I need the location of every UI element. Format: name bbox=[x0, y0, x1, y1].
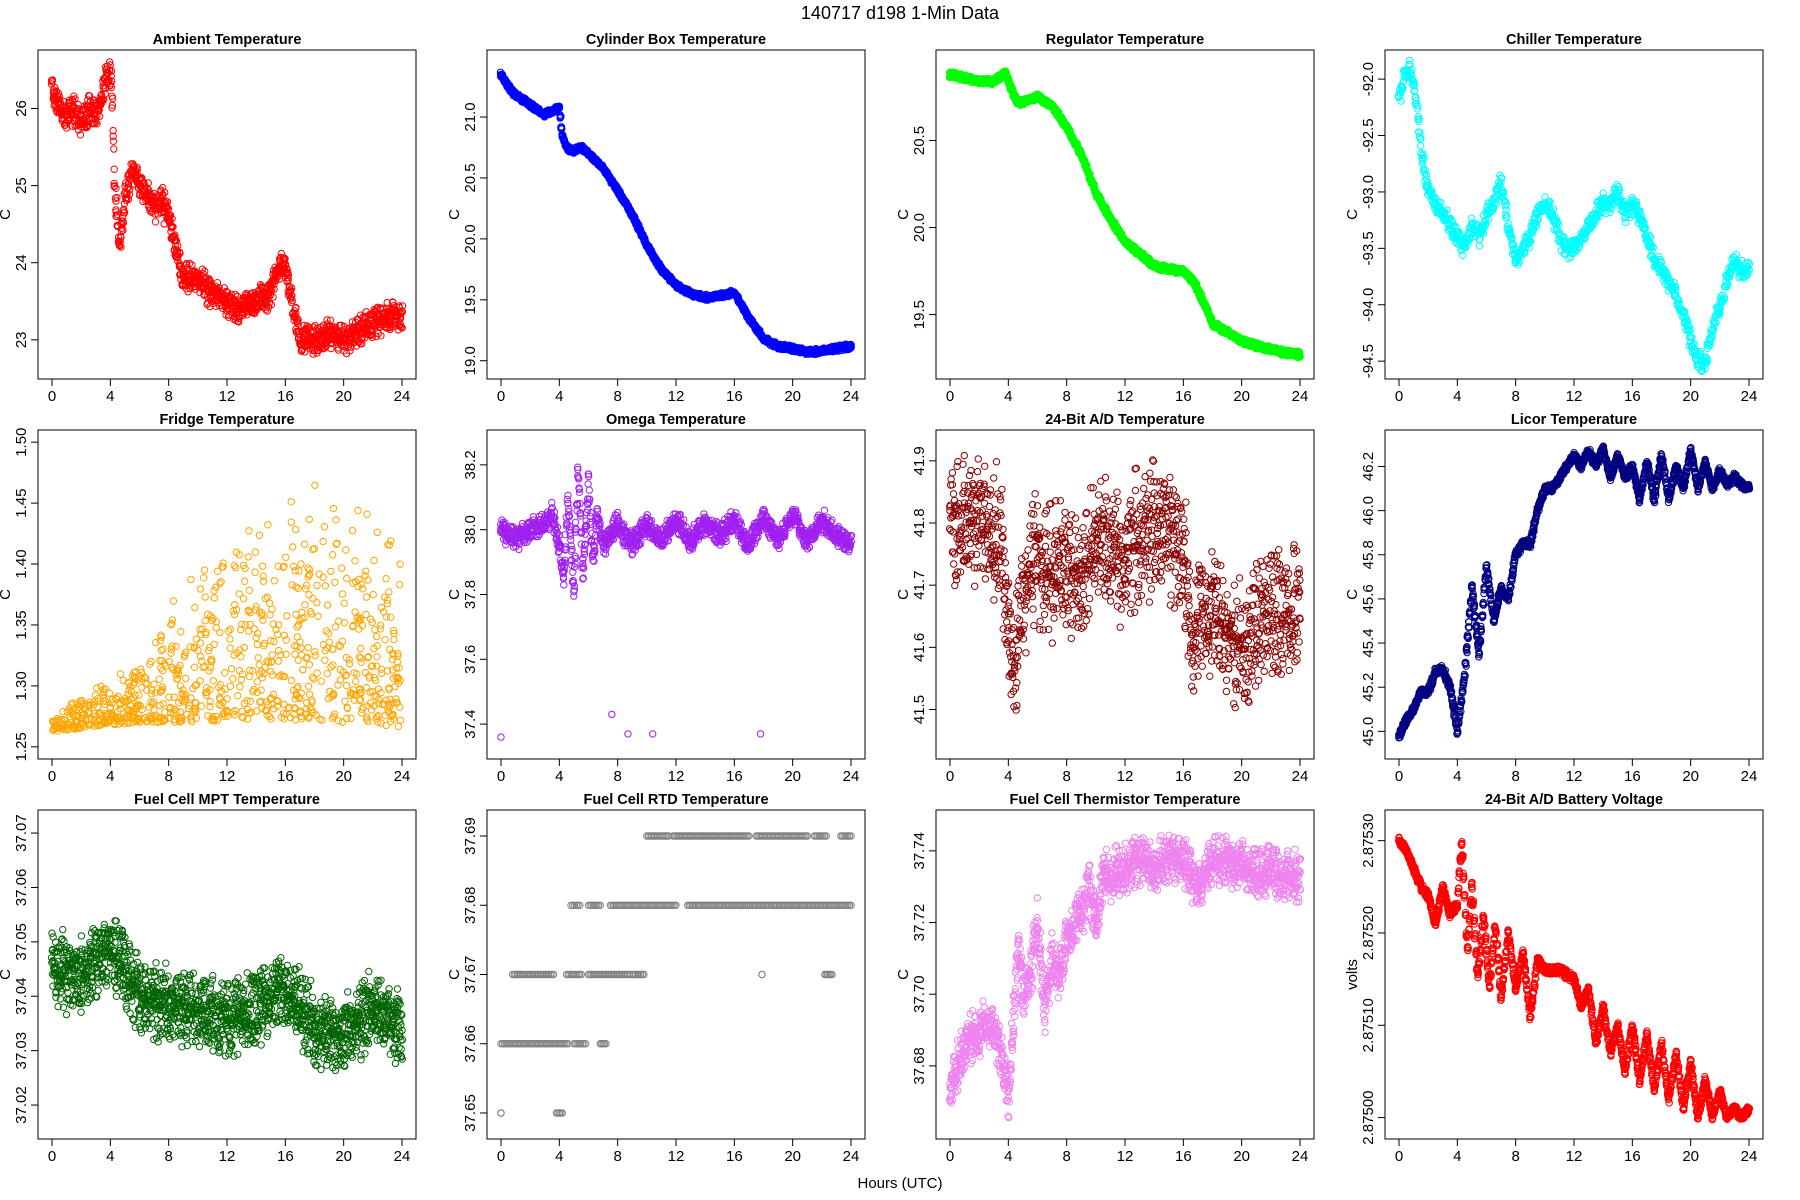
panel-1: Cylinder Box Temperature C 0 4 8 12 16 20 24 19.0… bbox=[446, 32, 866, 405]
data-point bbox=[117, 243, 125, 251]
y-tick-label: 26 bbox=[13, 100, 30, 117]
data-point bbox=[116, 242, 124, 250]
x-tick-label: 8 bbox=[613, 388, 621, 405]
data-point bbox=[118, 224, 126, 232]
x-tick-label: 20 bbox=[784, 388, 801, 405]
x-tick-label: 0 bbox=[946, 388, 954, 405]
data-point bbox=[110, 165, 118, 173]
x-tick-label: 24 bbox=[1292, 388, 1309, 405]
data-point bbox=[151, 218, 160, 226]
data-point bbox=[109, 132, 117, 141]
y-axis-label: C bbox=[895, 209, 912, 220]
x-tick-label: 0 bbox=[48, 388, 56, 405]
data-point bbox=[119, 226, 127, 234]
data-point bbox=[133, 165, 141, 174]
plot-frame bbox=[935, 49, 1315, 380]
x-tick-label: 8 bbox=[1062, 388, 1070, 405]
data-points bbox=[496, 68, 855, 358]
data-point bbox=[125, 190, 134, 198]
data-point bbox=[107, 83, 116, 92]
data-point bbox=[109, 137, 118, 145]
data-point bbox=[108, 104, 116, 112]
data-point bbox=[113, 193, 121, 202]
data-point bbox=[133, 163, 141, 172]
figure-title: 140717 d198 1-Min Data bbox=[801, 3, 1000, 23]
figure-x-axis-label: Hours (UTC) bbox=[858, 1175, 943, 1192]
data-point bbox=[55, 93, 64, 101]
data-point bbox=[76, 131, 85, 139]
data-point bbox=[71, 95, 79, 103]
data-point bbox=[110, 179, 118, 188]
y-tick-label: 23 bbox=[13, 331, 30, 348]
x-tick-label: 12 bbox=[219, 388, 236, 405]
data-point bbox=[110, 145, 118, 153]
data-point bbox=[52, 87, 60, 96]
data-point bbox=[118, 221, 126, 229]
data-point bbox=[116, 238, 124, 246]
data-point bbox=[106, 81, 114, 90]
data-points bbox=[945, 67, 1304, 362]
data-point bbox=[109, 94, 117, 103]
data-point bbox=[109, 126, 117, 135]
y-tick-label: 20.0 bbox=[911, 213, 928, 242]
data-point bbox=[107, 67, 116, 75]
x-tick-label: 4 bbox=[555, 388, 563, 405]
plot-frame bbox=[486, 49, 866, 380]
data-points bbox=[47, 58, 407, 358]
data-point bbox=[93, 120, 101, 128]
x-tick-label: 24 bbox=[843, 388, 860, 405]
panel-title: Ambient Temperature bbox=[153, 32, 302, 48]
x-tick-label: 20 bbox=[335, 388, 352, 405]
y-tick-label: 20.5 bbox=[462, 163, 479, 192]
y-tick-label: 20.0 bbox=[462, 224, 479, 253]
panel-2: Regulator Temperature C 0 4 8 12 16 20 24 19.5 20.… bbox=[895, 32, 1315, 405]
data-point bbox=[84, 121, 92, 129]
data-point bbox=[47, 76, 56, 85]
panel-title: Regulator Temperature bbox=[1046, 32, 1204, 48]
panel-title: Cylinder Box Temperature bbox=[586, 32, 766, 48]
x-tick-label: 16 bbox=[726, 388, 743, 405]
x-tick-label: 12 bbox=[668, 388, 685, 405]
x-tick-label: 16 bbox=[277, 388, 294, 405]
data-point bbox=[144, 179, 153, 187]
y-tick-label: 20.5 bbox=[911, 126, 928, 155]
y-tick-label: 19.5 bbox=[911, 300, 928, 329]
y-axis-label: C bbox=[0, 209, 14, 220]
data-point bbox=[124, 195, 133, 204]
data-point bbox=[105, 58, 114, 66]
panel-grid: Ambient Temperature C 0 4 8 12 16 20 24 23 24 25 26 C… bbox=[0, 32, 1764, 1165]
y-tick-label: 25 bbox=[13, 177, 30, 194]
data-point bbox=[112, 197, 120, 205]
data-point bbox=[66, 102, 75, 110]
data-point bbox=[120, 209, 129, 217]
x-tick-label: 12 bbox=[1117, 388, 1134, 405]
x-tick-label: 16 bbox=[1175, 388, 1192, 405]
data-point bbox=[81, 113, 89, 122]
x-tick-label: 4 bbox=[106, 388, 114, 405]
x-tick-label: 8 bbox=[164, 388, 172, 405]
x-tick-label: 4 bbox=[1004, 388, 1012, 405]
data-point bbox=[90, 119, 99, 128]
data-point bbox=[101, 90, 110, 98]
x-tick-label: 20 bbox=[1233, 388, 1250, 405]
y-tick-label: 21.0 bbox=[462, 102, 479, 131]
y-axis-label: C bbox=[446, 209, 463, 220]
y-tick-label: 24 bbox=[13, 254, 30, 271]
data-point bbox=[126, 186, 134, 194]
data-point bbox=[107, 72, 116, 80]
y-tick-label: 19.5 bbox=[462, 285, 479, 314]
data-point bbox=[51, 83, 59, 92]
x-tick-label: 24 bbox=[394, 388, 411, 405]
data-point bbox=[92, 118, 100, 127]
y-tick-label: 19.0 bbox=[462, 346, 479, 375]
data-point bbox=[112, 184, 120, 193]
data-point bbox=[95, 112, 104, 121]
data-point bbox=[108, 101, 117, 110]
panel-0: Ambient Temperature C 0 4 8 12 16 20 24 23 24 25 26 bbox=[0, 32, 417, 405]
x-tick-label: 0 bbox=[497, 388, 505, 405]
